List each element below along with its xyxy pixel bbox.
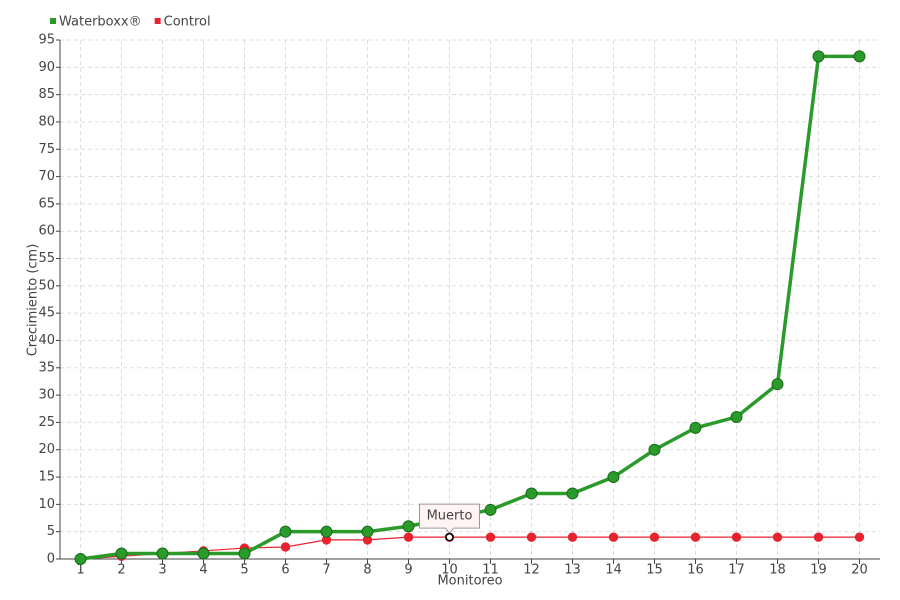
y-tick-label: 10 [38, 497, 55, 512]
legend-swatch [50, 18, 56, 24]
x-tick-label: 5 [240, 563, 248, 578]
x-tick-label: 20 [851, 563, 868, 578]
data-point [853, 50, 866, 63]
series-line [80, 54, 860, 561]
data-point [772, 532, 783, 542]
data-point [771, 378, 784, 391]
data-point [320, 525, 333, 538]
y-tick-label: 85 [38, 87, 55, 102]
x-tick-label: 16 [687, 563, 704, 578]
data-point [566, 487, 579, 500]
data-point [812, 50, 825, 63]
x-tick-label: 8 [363, 563, 371, 578]
series-line [80, 536, 860, 560]
y-tick-label: 5 [47, 524, 55, 539]
data-point [813, 532, 824, 542]
x-tick-label: 3 [158, 563, 166, 578]
data-point [361, 525, 374, 538]
data-point [74, 553, 87, 565]
y-tick-label: 80 [38, 114, 55, 129]
data-point [607, 471, 620, 484]
x-tick-label: 11 [482, 563, 499, 578]
y-tick-label: 35 [38, 360, 55, 375]
x-tick-label: 2 [117, 563, 125, 578]
x-tick-label: 1 [76, 563, 84, 578]
y-tick-label: 55 [38, 251, 55, 266]
legend-swatch [154, 18, 161, 24]
x-tick-label: 15 [646, 563, 663, 578]
data-point [689, 421, 702, 434]
data-point [608, 532, 619, 542]
y-tick-label: 90 [38, 60, 55, 75]
highlight-point [445, 532, 454, 542]
y-tick-label: 60 [38, 224, 55, 239]
y-tick-label: 95 [38, 33, 55, 48]
legend-label: Control [164, 15, 211, 30]
y-tick-label: 70 [38, 169, 55, 184]
data-point [567, 532, 578, 542]
data-point [690, 532, 701, 542]
tooltip-box [419, 503, 480, 534]
y-tick-label: 50 [38, 278, 55, 293]
y-tick-label: 25 [38, 415, 55, 430]
tooltip: Muerto [419, 503, 480, 534]
x-tick-label: 10 [441, 563, 458, 578]
data-point [730, 410, 743, 423]
data-point [279, 525, 292, 538]
data-point [485, 532, 496, 542]
y-tick-label: 40 [38, 333, 55, 348]
y-tick-label: 75 [38, 142, 55, 157]
tooltip-text: Muerto [427, 509, 473, 524]
y-tick-label: 20 [38, 442, 55, 457]
x-axis-title: Monitoreo [437, 574, 502, 589]
data-point [238, 547, 251, 560]
y-axis-title: Crecimiento (cm) [26, 244, 41, 357]
data-point [731, 532, 742, 542]
data-point [197, 547, 210, 560]
data-point [156, 547, 169, 560]
x-tick-label: 12 [523, 563, 540, 578]
x-tick-label: 9 [404, 563, 412, 578]
y-tick-label: 65 [38, 196, 55, 211]
data-point [648, 443, 661, 456]
data-point [402, 520, 415, 533]
x-tick-label: 19 [810, 563, 827, 578]
data-point [526, 532, 537, 542]
data-point [649, 532, 660, 542]
x-tick-label: 6 [281, 563, 289, 578]
y-tick-label: 0 [47, 552, 55, 567]
y-tick-label: 15 [38, 470, 55, 485]
data-point [854, 532, 865, 542]
data-point [280, 542, 291, 552]
data-point [525, 487, 538, 500]
y-tick-label: 45 [38, 306, 55, 321]
x-tick-label: 14 [605, 563, 622, 578]
x-tick-label: 18 [769, 563, 786, 578]
x-tick-label: 7 [322, 563, 330, 578]
x-tick-label: 17 [728, 563, 745, 578]
x-tick-label: 13 [564, 563, 581, 578]
x-tick-label: 4 [199, 563, 207, 578]
data-point [403, 532, 414, 542]
data-point [115, 547, 128, 560]
data-point [484, 503, 497, 516]
y-tick-label: 30 [38, 388, 55, 403]
legend-label: Waterboxx® [59, 15, 142, 30]
